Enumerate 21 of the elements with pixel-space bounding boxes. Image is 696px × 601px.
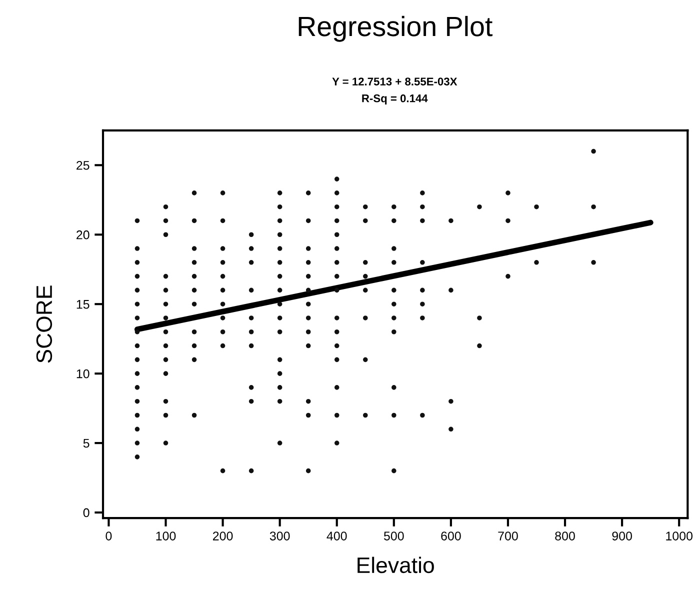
x-tick-label: 100: [156, 532, 176, 540]
x-tick-label: 800: [555, 532, 575, 540]
y-tick-label: 0: [83, 508, 90, 518]
x-tick-label: 400: [326, 532, 347, 540]
y-tick-label: 25: [76, 160, 90, 170]
chart-subtitle: Y = 12.7513 + 8.55E-03X R-Sq = 0.144: [332, 78, 458, 104]
x-tick-label: 1000: [666, 532, 693, 540]
x-tick-label: 700: [498, 532, 518, 540]
x-tick-label: 200: [212, 532, 233, 540]
x-tick-label: 500: [384, 532, 404, 540]
x-tick-label: 600: [441, 532, 461, 540]
x-tick-label: 0: [106, 532, 112, 540]
chart-title: Regression Plot: [298, 16, 492, 42]
y-axis-title: SCORE: [36, 286, 52, 363]
x-tick-label: 300: [270, 532, 290, 540]
y-tick-label: 15: [76, 300, 90, 309]
y-tick-label: 20: [76, 230, 90, 240]
y-tick-label: 10: [76, 369, 90, 378]
x-axis-title: Elevatio: [358, 556, 434, 574]
x-tick-label: 900: [612, 532, 632, 540]
y-tick-label: 5: [83, 438, 90, 448]
